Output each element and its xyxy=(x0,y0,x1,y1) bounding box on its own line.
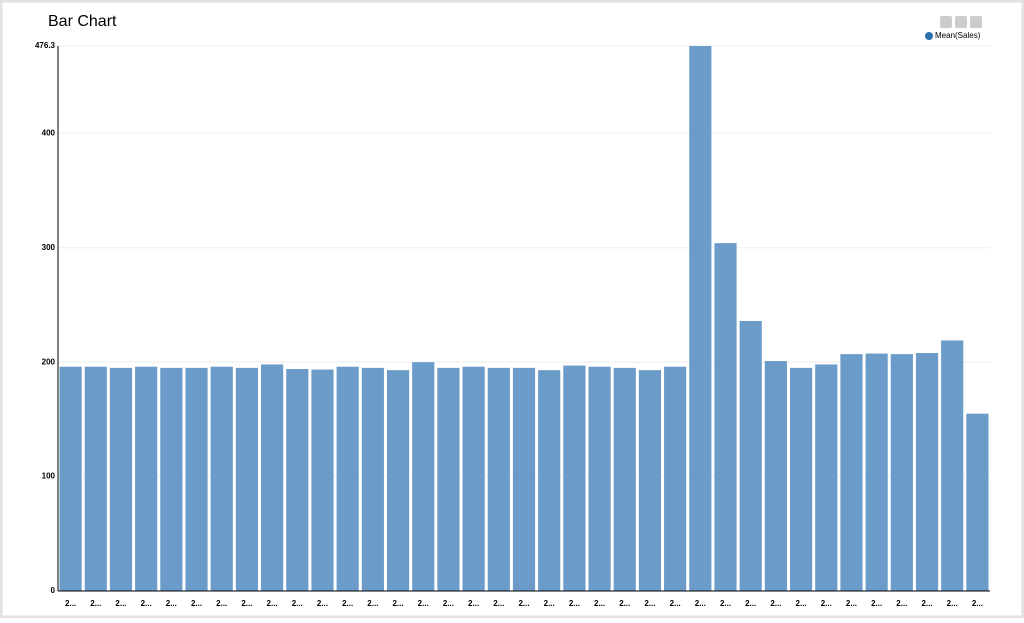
bar xyxy=(966,413,989,591)
bar xyxy=(462,366,485,591)
x-tick-label: 2... xyxy=(518,599,529,608)
x-tick-label: 2... xyxy=(695,599,706,608)
bar xyxy=(512,367,536,591)
bar xyxy=(160,367,183,591)
y-tick-label: 300 xyxy=(42,243,56,252)
bar xyxy=(638,370,662,591)
bar xyxy=(915,352,939,591)
toolbar-button[interactable] xyxy=(940,16,952,28)
bar xyxy=(336,366,359,591)
x-tick-label: 2... xyxy=(468,599,479,608)
bar xyxy=(789,367,813,591)
x-tick-label: 2... xyxy=(569,599,580,608)
x-tick-label: 2... xyxy=(267,599,278,608)
chart-title: Bar Chart xyxy=(48,13,117,30)
x-tick-label: 2... xyxy=(720,599,731,608)
y-tick-label: 400 xyxy=(42,128,56,137)
x-tick-label: 2... xyxy=(846,599,857,608)
x-tick-label: 2... xyxy=(443,599,454,608)
bar xyxy=(538,370,561,591)
bar xyxy=(664,366,687,591)
legend-label: Mean(Sales) xyxy=(935,31,981,40)
x-tick-label: 2... xyxy=(796,599,807,608)
bar xyxy=(941,340,964,591)
bar xyxy=(311,369,334,591)
bar xyxy=(386,370,410,591)
x-tick-label: 2... xyxy=(65,599,76,608)
x-tick-label: 2... xyxy=(392,599,403,608)
x-tick-label: 2... xyxy=(644,599,655,608)
bar xyxy=(890,354,913,591)
x-tick-label: 2... xyxy=(972,599,983,608)
toolbar-button[interactable] xyxy=(955,16,967,28)
legend-marker xyxy=(925,32,933,40)
x-tick-label: 2... xyxy=(367,599,378,608)
x-tick-label: 2... xyxy=(821,599,832,608)
bar xyxy=(109,367,133,591)
bar xyxy=(815,364,838,591)
x-tick-label: 2... xyxy=(921,599,932,608)
x-tick-label: 2... xyxy=(241,599,252,608)
y-tick-label: 200 xyxy=(42,357,56,366)
x-tick-label: 2... xyxy=(90,599,101,608)
bar xyxy=(563,365,586,591)
bar xyxy=(135,366,158,591)
bar xyxy=(235,367,259,591)
bar xyxy=(588,366,611,591)
y-tick-label: 0 xyxy=(51,586,56,595)
x-tick-label: 2... xyxy=(770,599,781,608)
x-tick-label: 2... xyxy=(342,599,353,608)
bar xyxy=(59,366,82,591)
bar xyxy=(286,369,309,591)
bar xyxy=(437,367,460,591)
bar xyxy=(261,364,284,591)
x-tick-label: 2... xyxy=(115,599,126,608)
toolbar[interactable] xyxy=(940,16,982,28)
x-tick-label: 2... xyxy=(493,599,504,608)
bar xyxy=(865,353,888,591)
bar xyxy=(210,366,233,591)
x-tick-label: 2... xyxy=(544,599,555,608)
y-tick-label: 476.3 xyxy=(35,41,56,50)
x-tick-label: 2... xyxy=(745,599,756,608)
x-tick-label: 2... xyxy=(166,599,177,608)
bar xyxy=(714,243,737,591)
toolbar-button[interactable] xyxy=(970,16,982,28)
y-tick-label: 100 xyxy=(42,472,56,481)
x-tick-label: 2... xyxy=(317,599,328,608)
x-tick-label: 2... xyxy=(594,599,605,608)
x-tick-label: 2... xyxy=(418,599,429,608)
bar xyxy=(739,320,762,591)
bar xyxy=(764,361,787,591)
x-tick-label: 2... xyxy=(141,599,152,608)
x-tick-label: 2... xyxy=(947,599,958,608)
bar xyxy=(840,354,863,591)
bar xyxy=(84,366,107,591)
bar xyxy=(361,367,384,591)
x-tick-label: 2... xyxy=(292,599,303,608)
x-tick-label: 2... xyxy=(871,599,882,608)
bar xyxy=(487,367,510,591)
bar xyxy=(185,367,208,591)
x-tick-label: 2... xyxy=(619,599,630,608)
x-tick-label: 2... xyxy=(896,599,907,608)
bar xyxy=(412,362,435,591)
x-tick-label: 2... xyxy=(191,599,202,608)
bar xyxy=(613,367,636,591)
x-tick-label: 2... xyxy=(216,599,227,608)
x-tick-label: 2... xyxy=(670,599,681,608)
bar xyxy=(689,46,712,591)
